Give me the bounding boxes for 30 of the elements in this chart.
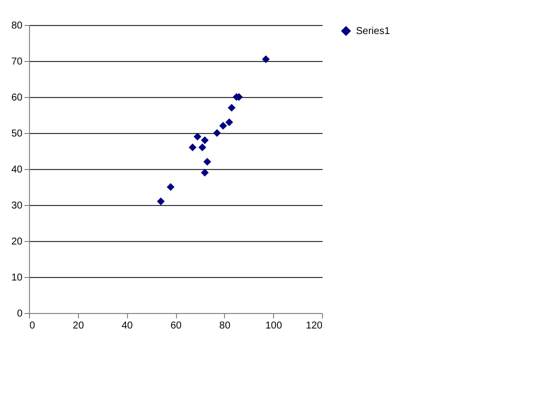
point bbox=[225, 118, 234, 126]
point bbox=[219, 122, 227, 130]
point bbox=[188, 144, 196, 152]
y-tick-label: 30 bbox=[11, 200, 23, 212]
y-tick-label: 70 bbox=[11, 56, 23, 68]
y-tick-label: 50 bbox=[11, 128, 23, 140]
point bbox=[203, 158, 212, 166]
y-tick-label: 20 bbox=[11, 236, 23, 248]
point bbox=[194, 132, 202, 140]
y-tick-label: 0 bbox=[16, 308, 23, 320]
x-tick-label: 80 bbox=[219, 320, 231, 332]
y-tick-label: 60 bbox=[11, 92, 23, 104]
point bbox=[262, 55, 270, 64]
y-tick-label: 10 bbox=[11, 272, 23, 284]
point bbox=[200, 168, 209, 176]
x-tick-label: 120 bbox=[306, 320, 323, 332]
point bbox=[198, 144, 206, 152]
x-tick-label: 60 bbox=[170, 320, 182, 332]
point bbox=[200, 136, 209, 144]
x-tick-label: 20 bbox=[72, 320, 84, 332]
point bbox=[166, 183, 174, 191]
x-tick-label: 40 bbox=[122, 320, 134, 332]
point bbox=[156, 198, 165, 206]
x-tick-label: 0 bbox=[30, 320, 36, 332]
y-tick-label: 40 bbox=[11, 164, 23, 176]
point bbox=[228, 104, 236, 112]
legend-label: Series1 bbox=[356, 26, 390, 37]
y-tick-label: 80 bbox=[11, 20, 23, 32]
point bbox=[213, 129, 221, 137]
x-tick-label: 100 bbox=[265, 320, 282, 332]
